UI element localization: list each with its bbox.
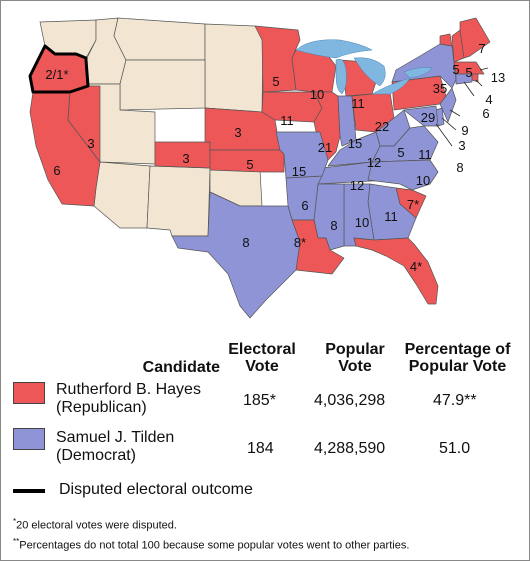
label-ma: 13	[491, 70, 505, 85]
label-md: 8	[456, 160, 463, 175]
state-maryland	[403, 105, 439, 127]
state-kentucky	[327, 131, 381, 167]
label-tn: 12	[350, 178, 364, 193]
label-pa: 29	[421, 110, 435, 125]
dakota-territory	[204, 23, 264, 113]
tilden-name: Samuel J. Tilden (Democrat)	[56, 429, 175, 464]
state-vermont	[439, 33, 453, 47]
header-popular: Popular Vote	[325, 341, 385, 375]
label-al: 10	[355, 215, 369, 230]
label-tx: 8	[242, 235, 249, 250]
democrat-swatch	[13, 428, 45, 450]
footnote-1: *20 electoral votes were disputed.	[13, 517, 177, 532]
label-ky: 12	[367, 155, 381, 170]
leader-md	[435, 123, 453, 147]
state-maine	[459, 17, 491, 59]
label-nv: 3	[87, 136, 94, 151]
label-va: 11	[418, 147, 432, 162]
hayes-popular: 4,036,298	[314, 392, 386, 409]
tilden-electoral: 184	[247, 440, 274, 457]
label-me: 7	[478, 41, 485, 56]
header-electoral: Electoral Vote	[228, 341, 296, 375]
label-ny: 35	[433, 81, 447, 96]
arizona-territory	[93, 161, 151, 229]
label-mo: 15	[292, 164, 306, 179]
label-ri: 4	[485, 92, 492, 107]
disputed-line-swatch	[13, 489, 45, 493]
wyoming-territory	[119, 59, 206, 111]
label-de: 3	[458, 138, 465, 153]
state-missouri	[275, 131, 329, 179]
label-ms: 8	[330, 218, 337, 233]
state-indiana	[337, 95, 357, 147]
tilden-popular: 4,288,590	[314, 440, 386, 457]
oregon-disputed-outline	[28, 44, 90, 94]
label-oh: 22	[375, 119, 389, 134]
leader-ma	[479, 67, 489, 71]
territories	[39, 17, 264, 237]
label-co: 3	[182, 151, 189, 166]
label-sc: 7*	[407, 197, 419, 212]
label-in: 15	[348, 136, 362, 151]
label-la: 8*	[294, 235, 306, 250]
new-mexico-territory	[146, 165, 211, 237]
leader-ri	[475, 79, 483, 87]
footnote-2: **Percentages do not total 100 because s…	[13, 537, 410, 552]
state-new-jersey	[439, 87, 457, 123]
lake-huron	[353, 57, 386, 87]
label-or: 2/1*	[45, 67, 68, 82]
lake-superior	[295, 39, 373, 59]
leader-lines	[435, 67, 489, 147]
label-ga: 11	[384, 209, 398, 224]
label-mi: 11	[351, 96, 365, 111]
label-ne: 3	[234, 125, 241, 140]
hayes-electoral: 185*	[243, 392, 276, 409]
label-ca: 6	[53, 163, 60, 178]
leader-de	[441, 117, 457, 131]
leader-ct	[463, 81, 475, 97]
label-nh: 5	[465, 65, 472, 80]
hayes-percentage: 47.9**	[433, 392, 477, 409]
lake-ontario	[403, 67, 433, 79]
hayes-name: Rutherford B. Hayes (Republican)	[56, 381, 201, 416]
label-nj: 9	[461, 123, 468, 138]
label-ks: 5	[246, 157, 253, 172]
label-ct: 6	[482, 106, 489, 121]
state-connecticut	[455, 73, 473, 85]
state-massachusetts	[453, 61, 485, 75]
label-ia: 11	[280, 113, 294, 128]
tilden-percentage: 51.0	[439, 440, 471, 457]
disputed-label: Disputed electoral outcome	[59, 481, 253, 498]
states	[28, 17, 491, 319]
lake-michigan	[335, 58, 347, 95]
label-il: 21	[318, 140, 332, 155]
great-lakes	[295, 39, 433, 95]
state-texas	[171, 191, 301, 319]
label-fl: 4*	[410, 259, 422, 274]
results-table: Candidate Electoral Vote Popular Vote Perc…	[0, 330, 530, 561]
label-mn: 5	[272, 74, 279, 89]
header-candidate: Candidate	[142, 359, 220, 376]
state-north-carolina	[367, 159, 439, 191]
montana-territory	[113, 17, 206, 61]
label-ar: 6	[301, 198, 308, 213]
leader-nj	[449, 109, 461, 117]
label-wv: 5	[397, 145, 404, 160]
label-nc: 10	[416, 173, 430, 188]
label-vt: 5	[452, 62, 459, 77]
state-florida	[353, 237, 439, 305]
republican-swatch	[13, 382, 45, 404]
label-wi: 10	[310, 87, 324, 102]
header-percentage: Percentage of Popular Vote	[404, 341, 511, 375]
